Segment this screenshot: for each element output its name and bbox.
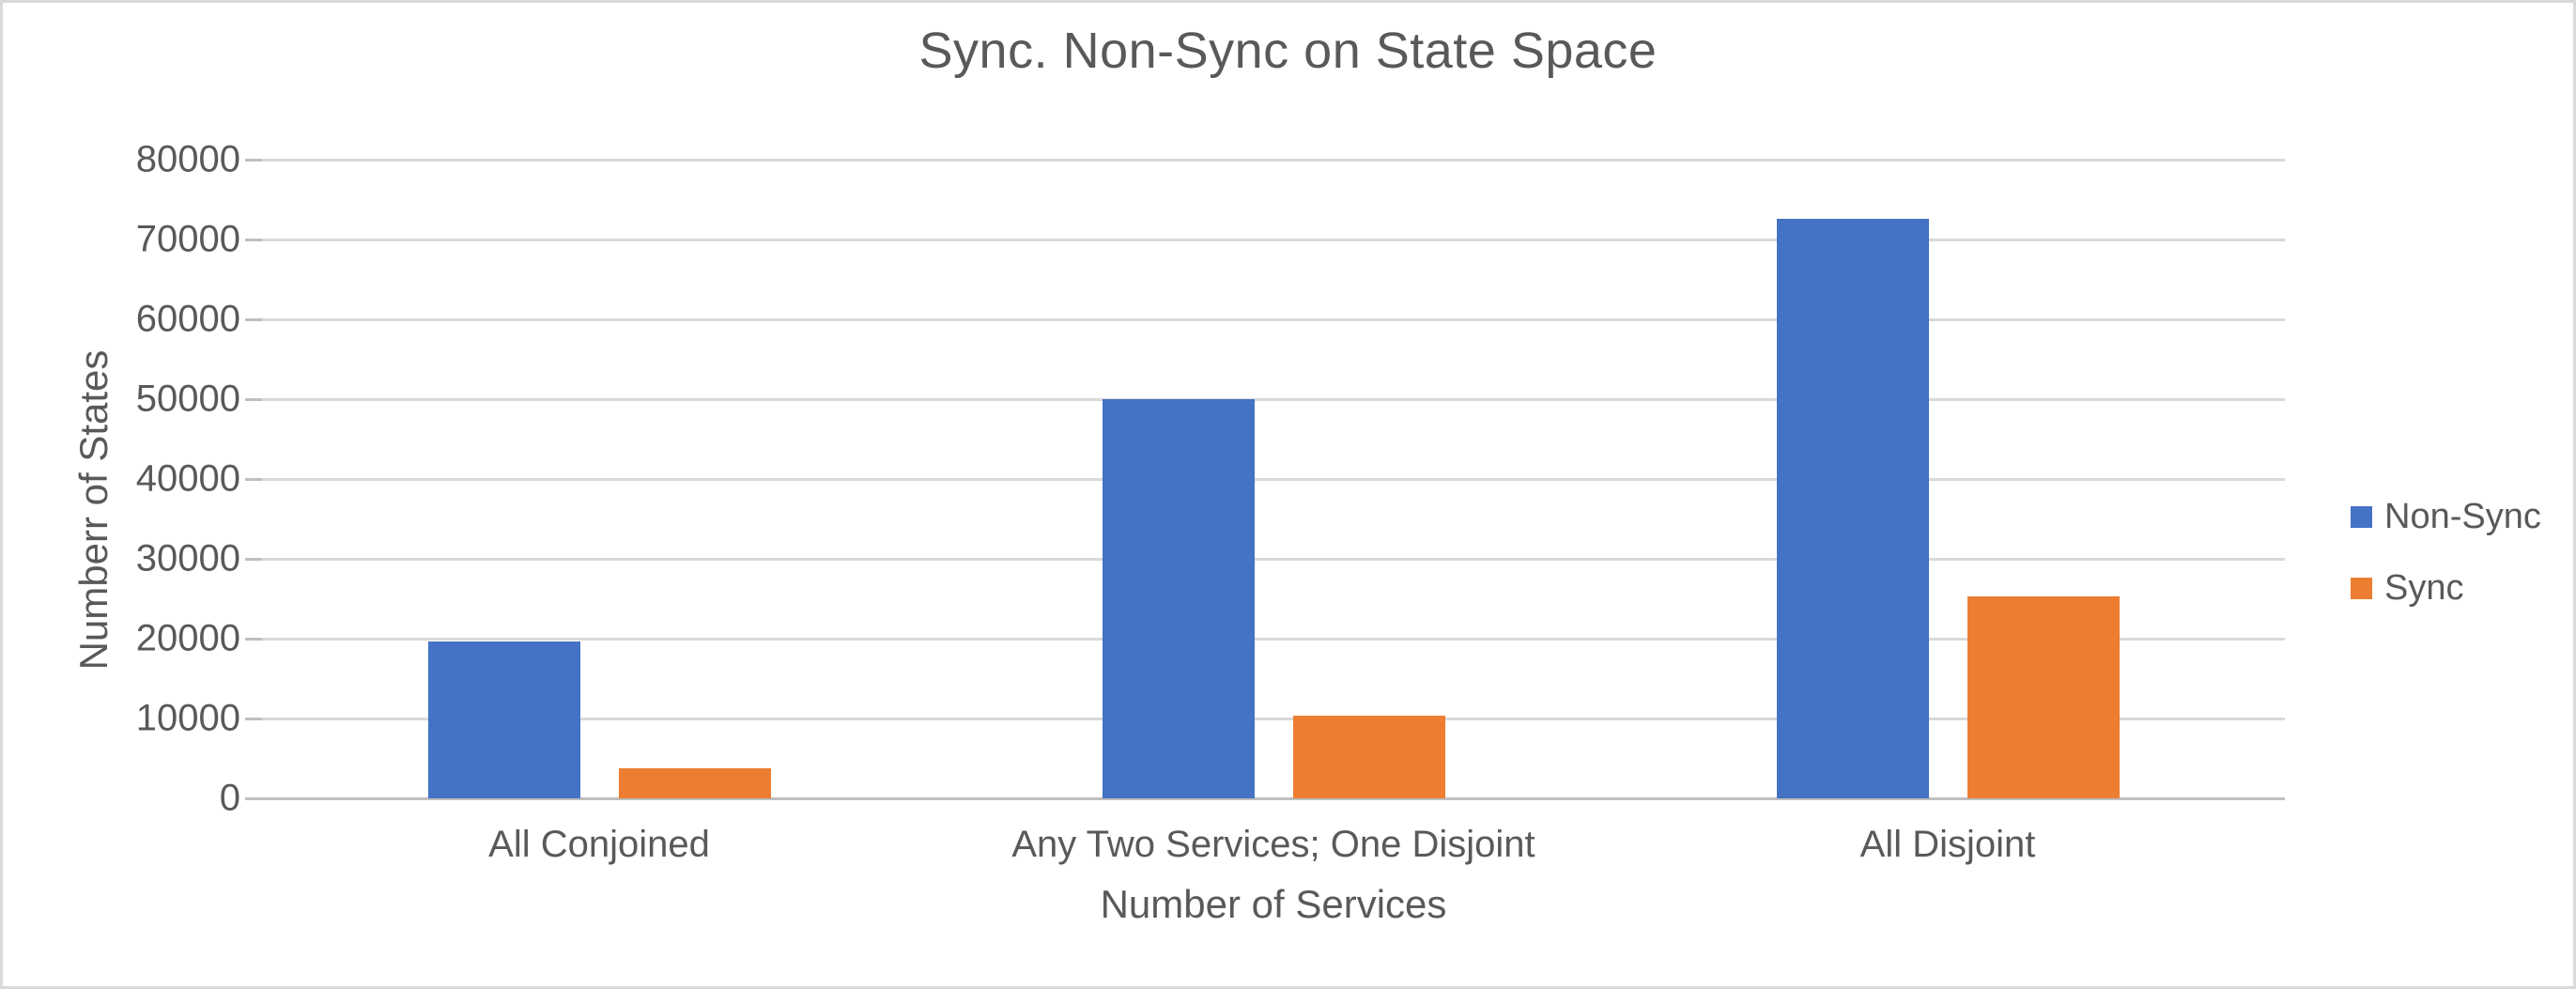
category-label: All Conjoined	[488, 824, 710, 865]
legend-label: Sync	[2384, 567, 2464, 608]
x-axis-title: Number of Services	[1100, 882, 1447, 926]
legend-item-sync: Sync	[2351, 566, 2541, 610]
y-tick-label: 30000	[135, 537, 240, 579]
y-axis-tick	[245, 717, 262, 720]
legend-swatch-icon	[2351, 505, 2372, 528]
y-axis-tick	[245, 637, 262, 641]
category-label: All Disjoint	[1859, 824, 2036, 865]
y-tick-label: 80000	[135, 138, 240, 180]
bar-sync-2	[1292, 716, 1445, 798]
y-tick-label: 40000	[135, 457, 240, 500]
y-tick-label: 10000	[135, 697, 240, 739]
gridline	[262, 397, 2285, 401]
y-tick-label: 60000	[135, 298, 240, 340]
bar-sync-3	[1967, 595, 2120, 798]
bar-non-sync-3	[1776, 218, 1929, 798]
chart-title: Sync. Non-Sync on State Space	[918, 23, 1658, 79]
y-tick-label: 0	[219, 777, 240, 819]
gridline	[262, 637, 2285, 641]
y-axis-tick	[245, 796, 262, 800]
bar-non-sync-1	[427, 641, 580, 798]
y-axis-tick	[245, 238, 262, 241]
legend-swatch-icon	[2351, 577, 2372, 599]
y-axis-tick	[245, 397, 262, 401]
gridline	[262, 238, 2285, 241]
bar-sync-1	[618, 767, 771, 798]
y-axis-tick	[245, 557, 262, 561]
y-tick-label: 70000	[135, 218, 240, 260]
legend: Non-Sync Sync	[2351, 495, 2541, 638]
gridline	[262, 557, 2285, 561]
legend-label: Non-Sync	[2384, 496, 2541, 536]
gridline	[262, 796, 2285, 800]
y-tick-label: 50000	[135, 378, 240, 420]
bar-non-sync-2	[1102, 399, 1255, 798]
legend-item-non-sync: Non-Sync	[2351, 495, 2541, 538]
y-tick-label: 20000	[135, 617, 240, 659]
gridline	[262, 477, 2285, 481]
y-axis-tick	[245, 317, 262, 321]
y-axis-tick	[245, 158, 262, 162]
gridline	[262, 158, 2285, 162]
gridline	[262, 317, 2285, 321]
gridline	[262, 717, 2285, 720]
category-label: Any Two Services; One Disjoint	[1011, 824, 1535, 865]
y-axis-tick	[245, 477, 262, 481]
